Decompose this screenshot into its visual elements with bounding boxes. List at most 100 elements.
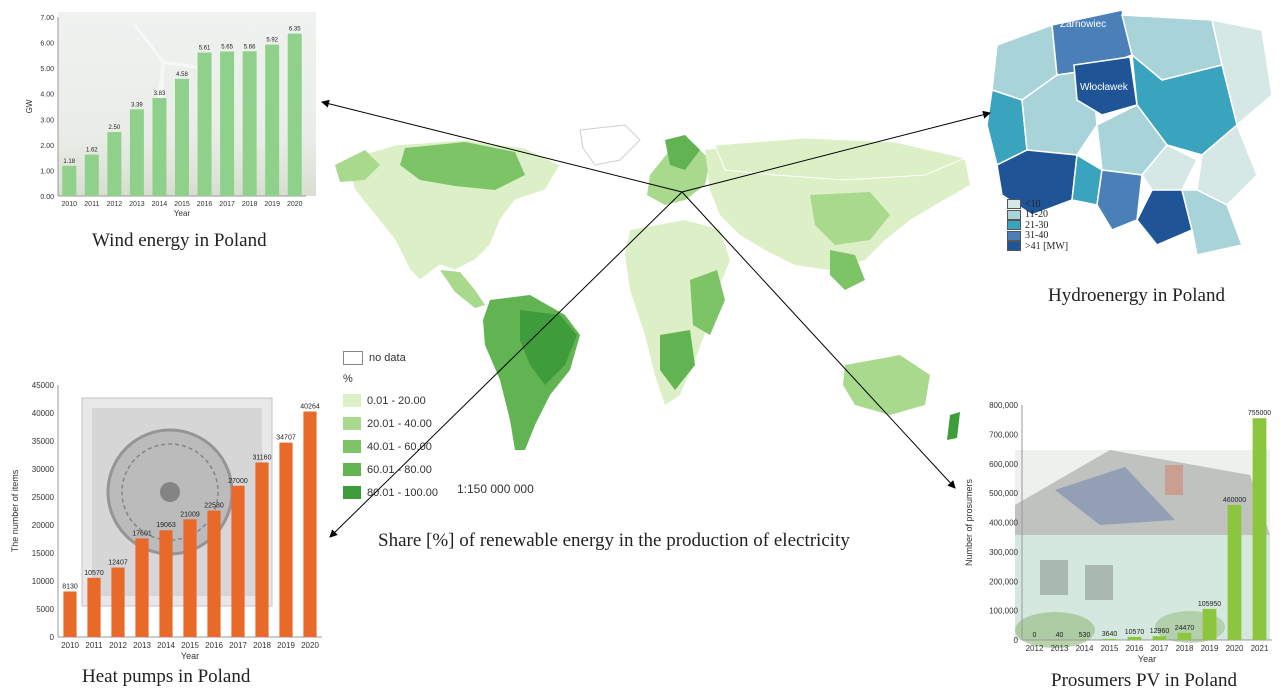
x-tick-label: 2012 xyxy=(1026,644,1044,653)
y-tick-label: 6.00 xyxy=(40,41,54,48)
data-label: 5.66 xyxy=(244,44,256,50)
map-greenland xyxy=(580,125,640,165)
data-label: 1.62 xyxy=(86,148,98,154)
bar xyxy=(1253,418,1267,640)
legend-item: 20.01 - 40.00 xyxy=(343,412,453,435)
bar xyxy=(265,45,279,196)
hydro-legend-swatch xyxy=(1007,231,1021,241)
x-tick-label: 2010 xyxy=(61,201,77,208)
y-tick-label: 40000 xyxy=(32,409,55,418)
map-new-zealand xyxy=(947,412,960,440)
x-tick-label: 2016 xyxy=(205,641,223,650)
hydro-legend-item: 31-40 xyxy=(1007,231,1068,242)
bar xyxy=(1228,505,1242,640)
bar xyxy=(288,34,302,196)
bar xyxy=(303,412,316,637)
y-tick-label: 700,000 xyxy=(989,430,1018,439)
data-label: 5.65 xyxy=(221,45,233,51)
y-tick-label: 7.00 xyxy=(40,15,54,22)
x-tick-label: 2013 xyxy=(129,201,145,208)
center-caption: Share [%] of renewable energy in the pro… xyxy=(378,530,850,552)
x-tick-label: 2020 xyxy=(301,641,319,650)
data-label: 3.83 xyxy=(154,91,166,97)
bar xyxy=(135,538,148,637)
y-tick-label: 45000 xyxy=(32,381,55,390)
hydro-caption: Hydroenergy in Poland xyxy=(1048,285,1225,307)
y-tick-label: 0.00 xyxy=(40,194,54,201)
y-tick-label: 0 xyxy=(50,633,55,642)
data-label: 10570 xyxy=(84,570,104,577)
y-tick-label: 5000 xyxy=(36,605,54,614)
y-tick-label: 25000 xyxy=(32,493,55,502)
y-tick-label: 200,000 xyxy=(989,577,1018,586)
legend-label: 20.01 - 40.00 xyxy=(367,418,432,430)
legend-nodata-label: no data xyxy=(369,352,406,364)
legend-nodata-swatch xyxy=(343,351,363,365)
data-label: 10570 xyxy=(1125,629,1145,636)
x-tick-label: 2015 xyxy=(174,201,190,208)
pv-caption: Prosumers PV in Poland xyxy=(1051,670,1237,692)
data-label: 1.18 xyxy=(63,159,75,165)
x-axis-title: Year xyxy=(174,209,191,218)
data-label: 12960 xyxy=(1150,628,1170,635)
data-label: 24470 xyxy=(1175,625,1195,632)
data-label: 40264 xyxy=(300,404,320,411)
data-label: 5.61 xyxy=(199,46,211,52)
pv-chart: 0100,000200,000300,000400,000500,000600,… xyxy=(960,395,1288,670)
x-tick-label: 2018 xyxy=(242,201,258,208)
bar xyxy=(1203,609,1217,640)
hydro-legend-item: <10 xyxy=(1007,199,1068,210)
x-tick-label: 2019 xyxy=(264,201,280,208)
legend-swatch xyxy=(343,394,361,407)
legend-label: 40.01 - 60.00 xyxy=(367,441,432,453)
data-label: 40 xyxy=(1056,632,1064,639)
legend-label: 60.01 - 80.00 xyxy=(367,464,432,476)
bar xyxy=(85,155,99,196)
hydro-label-top: Żarnowiec xyxy=(1060,17,1106,30)
x-tick-label: 2016 xyxy=(1126,644,1144,653)
legend-label: 80.01 - 100.00 xyxy=(367,487,438,499)
heat-chart: 0500010000150002000025000300003500040000… xyxy=(0,372,330,672)
y-tick-label: 500,000 xyxy=(989,489,1018,498)
y-tick-label: 2.00 xyxy=(40,143,54,150)
x-tick-label: 2019 xyxy=(1201,644,1219,653)
data-label: 19063 xyxy=(156,522,176,529)
x-tick-label: 2017 xyxy=(1151,644,1169,653)
x-tick-label: 2011 xyxy=(84,201,99,208)
y-tick-label: 35000 xyxy=(32,437,55,446)
bar xyxy=(107,132,121,196)
hydro-legend-label: >41 [MW] xyxy=(1025,241,1068,252)
heat-caption: Heat pumps in Poland xyxy=(82,666,250,688)
bar xyxy=(111,568,124,637)
y-tick-label: 10000 xyxy=(32,577,55,586)
data-label: 0 xyxy=(1033,632,1037,639)
bar xyxy=(243,51,257,196)
bar xyxy=(130,109,144,196)
data-label: 2.50 xyxy=(109,125,121,131)
bar xyxy=(220,52,234,196)
y-tick-label: 100,000 xyxy=(989,607,1018,616)
y-tick-label: 0 xyxy=(1014,636,1019,645)
hydro-legend-item: 11-20 xyxy=(1007,210,1068,221)
legend-unit: % xyxy=(343,373,453,385)
bar xyxy=(255,463,268,637)
legend-item: 0.01 - 20.00 xyxy=(343,389,453,412)
hydro-legend-item: >41 [MW] xyxy=(1007,241,1068,252)
x-tick-label: 2012 xyxy=(109,641,127,650)
bar xyxy=(183,519,196,637)
y-tick-label: 5.00 xyxy=(40,66,54,73)
bar xyxy=(62,166,76,196)
x-tick-label: 2017 xyxy=(229,641,247,650)
legend-swatch xyxy=(343,463,361,476)
x-tick-label: 2013 xyxy=(1051,644,1069,653)
x-tick-label: 2018 xyxy=(253,641,271,650)
x-tick-label: 2012 xyxy=(107,201,123,208)
x-tick-label: 2014 xyxy=(1076,644,1094,653)
hydro-legend-swatch xyxy=(1007,199,1021,209)
x-axis-title: Year xyxy=(1138,654,1156,664)
wind-caption: Wind energy in Poland xyxy=(92,230,267,252)
data-label: 5.92 xyxy=(266,38,278,44)
bar xyxy=(231,486,244,637)
data-label: 12407 xyxy=(108,560,128,567)
